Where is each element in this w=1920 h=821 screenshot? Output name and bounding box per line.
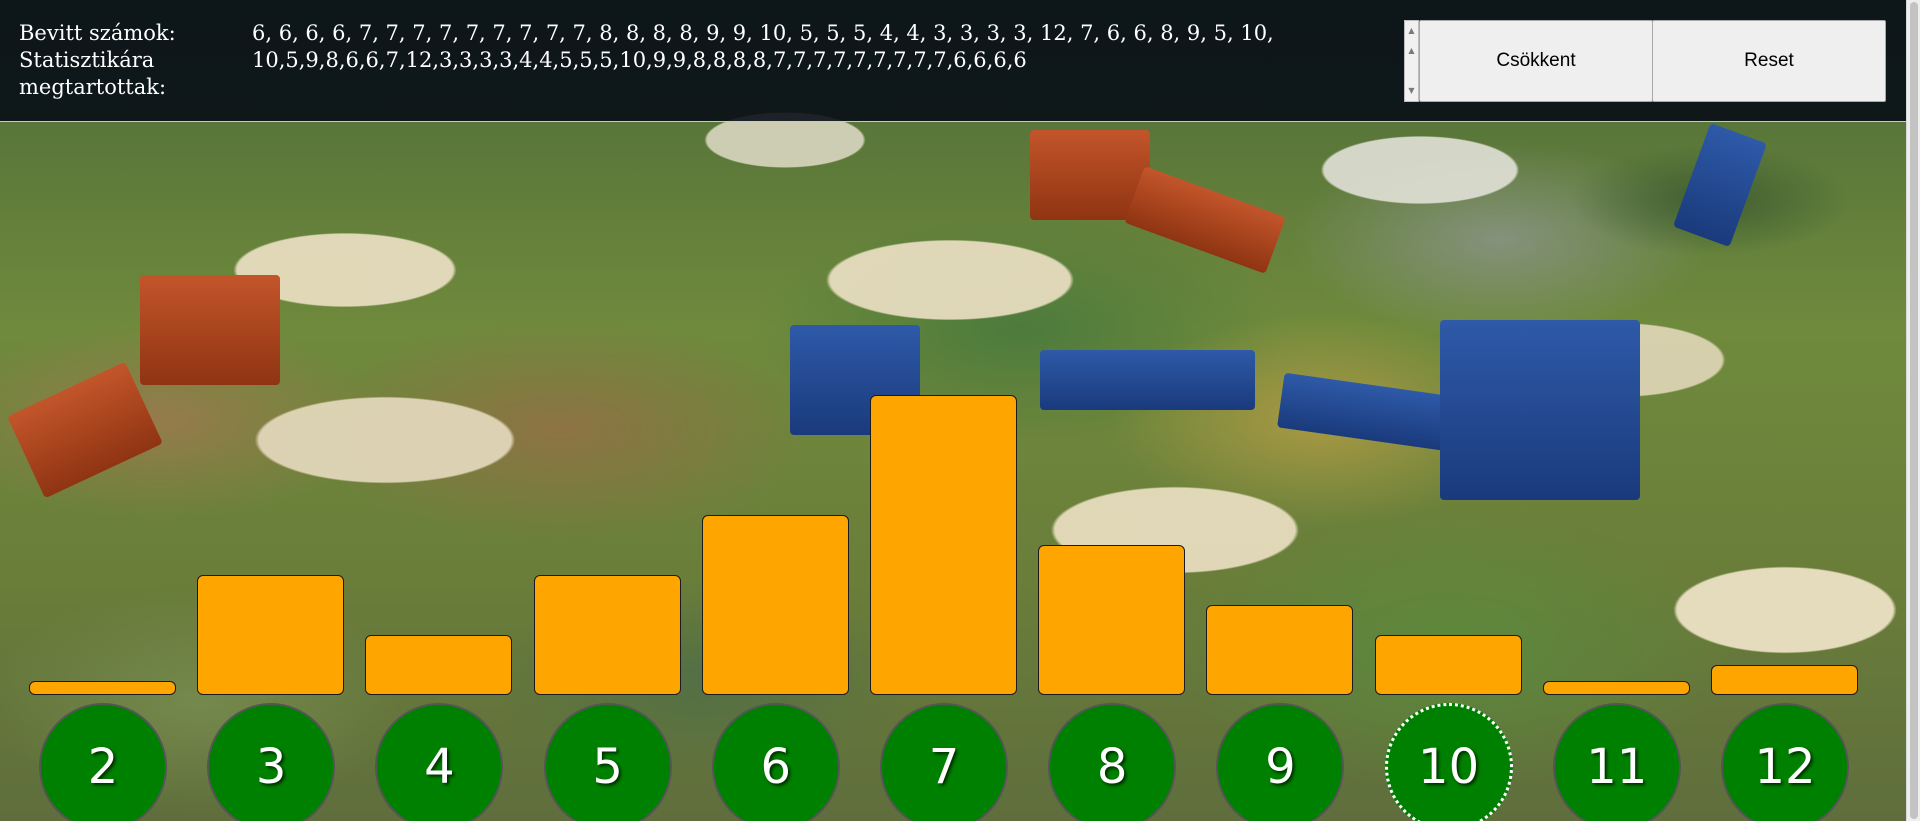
- blue-road-piece: [1672, 123, 1768, 247]
- values-column: 6, 6, 6, 6, 7, 7, 7, 7, 7, 7, 7, 7, 7, 8…: [252, 20, 1274, 74]
- vertical-scrollbar[interactable]: [1906, 0, 1920, 821]
- blue-house-piece: [1440, 320, 1640, 500]
- decrease-button[interactable]: Csökkent: [1419, 20, 1653, 102]
- spinner-up-icon[interactable]: ▲: [1408, 46, 1415, 55]
- number-button-10[interactable]: 10: [1384, 703, 1513, 821]
- entered-numbers-value: 6, 6, 6, 6, 7, 7, 7, 7, 7, 7, 7, 7, 7, 8…: [252, 21, 1274, 45]
- labels-column: Bevitt számok: Statisztikára megtartotta…: [19, 20, 176, 101]
- orange-road-piece: [1124, 166, 1286, 274]
- blue-road-piece: [790, 325, 920, 435]
- kept-numbers-label-line1: Statisztikára: [19, 48, 155, 72]
- kept-numbers-label-line2: megtartottak:: [19, 75, 167, 99]
- spinner-up-icon[interactable]: ▲: [1408, 26, 1415, 35]
- number-button-8[interactable]: 8: [1048, 703, 1177, 821]
- reset-button[interactable]: Reset: [1652, 20, 1886, 102]
- scrollbar-thumb[interactable]: [1910, 2, 1918, 819]
- number-button-11[interactable]: 11: [1552, 703, 1681, 821]
- entered-numbers-label: Bevitt számok:: [19, 21, 176, 45]
- kept-numbers-value: 10,5,9,8,6,6,7,12,3,3,3,3,4,4,5,5,5,10,9…: [252, 48, 1027, 72]
- number-button-4[interactable]: 4: [375, 703, 504, 821]
- blue-road-piece: [1040, 350, 1255, 410]
- number-button-2[interactable]: 2: [39, 703, 167, 821]
- number-button-6[interactable]: 6: [711, 703, 840, 821]
- number-button-7[interactable]: 7: [880, 703, 1008, 821]
- input-panel: Bevitt számok: Statisztikára megtartotta…: [0, 0, 1906, 122]
- orange-house-piece: [140, 275, 280, 385]
- number-spinner[interactable]: ▲ ▲ ▼: [1404, 20, 1419, 102]
- number-button-9[interactable]: 9: [1216, 703, 1345, 821]
- number-button-5[interactable]: 5: [543, 703, 672, 821]
- number-button-12[interactable]: 12: [1721, 703, 1849, 821]
- number-button-3[interactable]: 3: [207, 703, 336, 821]
- blue-road-piece: [1277, 372, 1463, 453]
- spinner-down-icon[interactable]: ▼: [1408, 86, 1415, 95]
